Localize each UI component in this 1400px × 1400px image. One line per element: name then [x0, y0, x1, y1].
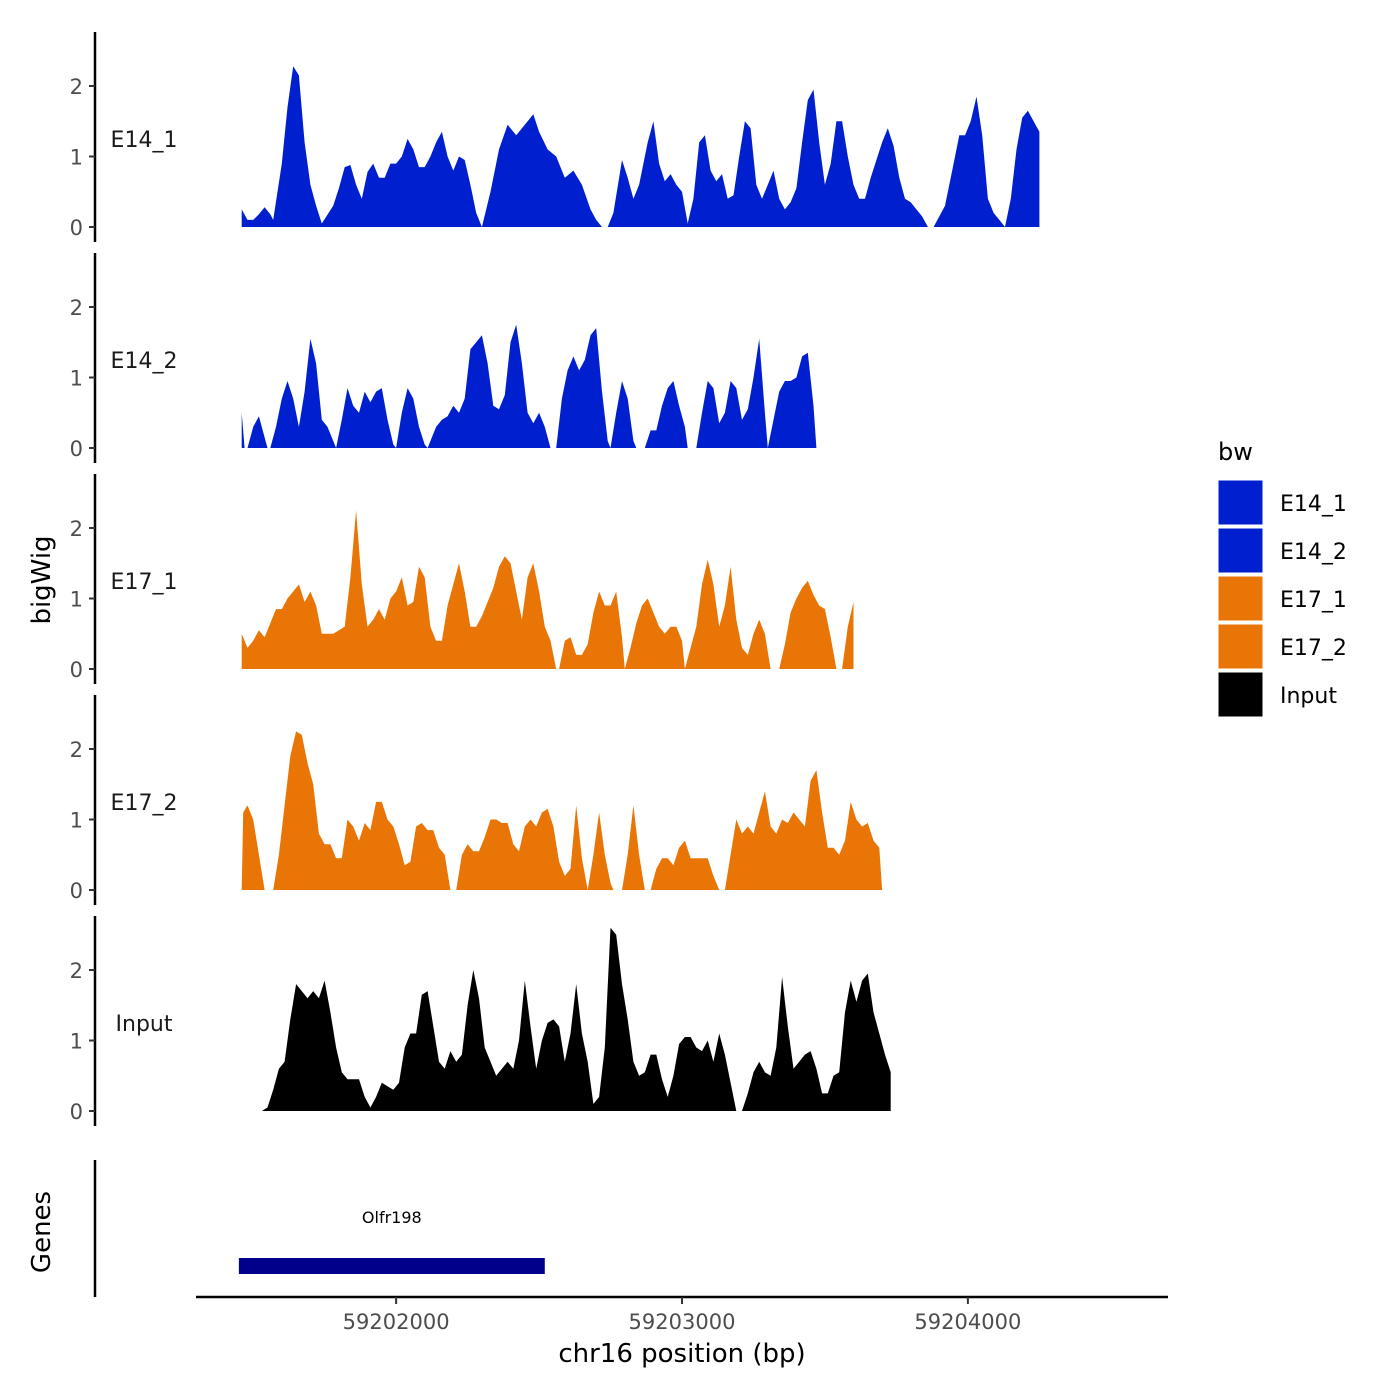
- track-E17_1: 0 1 2 E17_1: [70, 474, 854, 684]
- signal-area-E14_2: [241, 324, 820, 448]
- legend-item-E17_2: E17_2: [1217, 623, 1347, 670]
- gene-label: Olfr198: [362, 1208, 422, 1227]
- genes-panel: Olfr198: [93, 1160, 545, 1297]
- legend-item-E17_1: E17_1: [1217, 575, 1347, 622]
- y-tick-label: 1: [70, 1030, 83, 1054]
- signal-area-E14_1: [241, 66, 1040, 227]
- track-label: Input: [116, 1012, 173, 1037]
- x-tick-label: 59202000: [343, 1310, 450, 1334]
- track-panels: 0 1 2 E14_1 0 1 2 E14_2 0 1 2 E17_1 0 1 2 E17_2 0 1 2 Input: [70, 32, 1040, 1126]
- legend-swatch: [1217, 575, 1264, 622]
- track-label: E17_1: [111, 570, 178, 595]
- legend-item-Input: Input: [1217, 671, 1337, 718]
- y-tick-label: 2: [70, 517, 83, 541]
- signal-area-Input: [261, 927, 891, 1111]
- legend-item-E14_2: E14_2: [1217, 527, 1347, 574]
- y-tick-label: 2: [70, 75, 83, 99]
- signal-area-E17_2: [241, 731, 883, 890]
- x-tick-label: 59204000: [914, 1310, 1021, 1334]
- legend-swatch: [1217, 527, 1264, 574]
- gene-bar: [238, 1258, 545, 1274]
- legend-title: bw: [1218, 438, 1253, 466]
- legend-swatch: [1217, 623, 1264, 670]
- track-label: E17_2: [111, 791, 178, 816]
- x-axis-title: chr16 position (bp): [558, 1339, 805, 1369]
- y-tick-label: 1: [70, 367, 83, 391]
- legend-label: E17_2: [1280, 636, 1347, 661]
- legend-swatch: [1217, 671, 1264, 718]
- legend-items: E14_1 E14_2 E17_1 E17_2 Input: [1217, 479, 1347, 718]
- y-tick-label: 1: [70, 588, 83, 612]
- y-tick-label: 2: [70, 738, 83, 762]
- x-axis: 59202000 59203000 59204000: [196, 1295, 1168, 1334]
- track-label: E14_2: [111, 349, 178, 374]
- legend-label: E14_1: [1280, 492, 1347, 517]
- legend-label: E14_2: [1280, 540, 1347, 565]
- y-tick-label: 2: [70, 959, 83, 983]
- track-E14_1: 0 1 2 E14_1: [70, 32, 1040, 242]
- x-tick-label: 59203000: [629, 1310, 736, 1334]
- legend: bw E14_1 E14_2 E17_1 E17_2 Input: [1217, 438, 1347, 718]
- y-tick-label: 0: [70, 1100, 83, 1124]
- y-tick-label: 0: [70, 216, 83, 240]
- y-tick-label: 1: [70, 146, 83, 170]
- track-Input: 0 1 2 Input: [70, 916, 891, 1126]
- track-E14_2: 0 1 2 E14_2: [70, 253, 820, 463]
- y-tick-label: 0: [70, 658, 83, 682]
- legend-label: E17_1: [1280, 588, 1347, 613]
- track-label: E14_1: [111, 128, 178, 153]
- y-tick-label: 0: [70, 879, 83, 903]
- track-E17_2: 0 1 2 E17_2: [70, 695, 883, 905]
- y-tick-label: 2: [70, 296, 83, 320]
- y-axis-title: bigWig: [27, 535, 57, 624]
- y-tick-label: 1: [70, 809, 83, 833]
- legend-label: Input: [1280, 684, 1337, 709]
- legend-item-E14_1: E14_1: [1217, 479, 1347, 526]
- signal-area-E17_1: [241, 510, 854, 669]
- y-tick-label: 0: [70, 437, 83, 461]
- legend-swatch: [1217, 479, 1264, 526]
- genes-panel-title: Genes: [27, 1191, 57, 1273]
